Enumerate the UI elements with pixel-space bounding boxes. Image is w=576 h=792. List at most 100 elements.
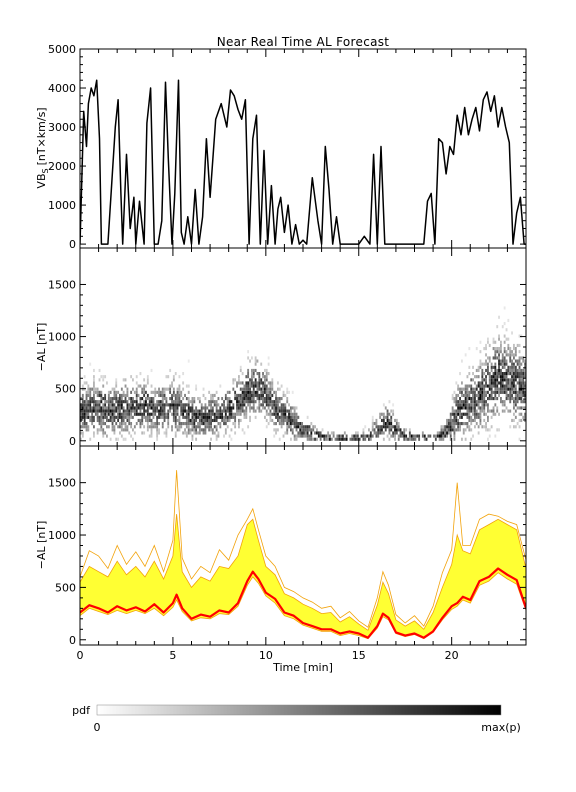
pdf-cell	[202, 415, 205, 419]
pdf-cell	[373, 428, 376, 432]
pdf-cell	[475, 403, 478, 407]
pdf-cell	[492, 378, 495, 382]
pdf-cell	[93, 387, 95, 391]
pdf-cell	[505, 393, 508, 398]
pdf-cell	[290, 422, 292, 426]
pdf-cell	[249, 418, 251, 423]
pdf-cell	[260, 397, 263, 401]
pdf-cell	[113, 403, 116, 407]
pdf-cell	[210, 412, 212, 416]
pdf-cell	[466, 375, 469, 379]
pdf-cell	[397, 437, 400, 441]
pdf-cell	[275, 409, 277, 413]
pdf-cell	[172, 375, 175, 379]
pdf-cell	[303, 434, 305, 438]
pdf-cell	[451, 428, 454, 432]
pdf-cell	[172, 406, 175, 410]
pdf-cell	[501, 384, 504, 388]
pdf-cell	[211, 428, 214, 432]
pdf-cell	[109, 406, 112, 410]
pdf-cell	[514, 350, 517, 354]
pdf-cell	[122, 409, 125, 413]
pdf-cell	[117, 400, 120, 404]
pdf-cell	[479, 350, 482, 354]
pdf-cell	[107, 406, 110, 410]
pdf-cell	[503, 347, 506, 351]
pdf-cell	[327, 434, 330, 438]
pdf-cell	[219, 406, 222, 410]
pdf-cell	[174, 431, 177, 435]
pdf-cell	[96, 387, 99, 391]
pdf-cell	[251, 384, 253, 388]
pdf-cell	[455, 403, 458, 407]
pdf-cell	[282, 390, 285, 394]
pdf-cell	[180, 403, 183, 407]
pdf-cell	[122, 400, 125, 404]
pdf-cell	[171, 406, 173, 410]
pdf-cell	[503, 365, 506, 369]
pdf-cell	[288, 409, 290, 413]
pdf-cell	[210, 393, 212, 398]
pdf-cell	[481, 403, 484, 407]
pdf-cell	[481, 375, 484, 379]
pdf-cell	[135, 400, 138, 404]
pdf-cell	[511, 384, 513, 388]
pdf-cell	[115, 384, 118, 388]
pdf-cell	[223, 434, 225, 438]
pdf-cell	[461, 406, 463, 410]
pdf-cell	[498, 347, 500, 351]
pdf-cell	[505, 350, 508, 354]
pdf-cell	[494, 403, 497, 407]
pdf-cell	[238, 400, 240, 404]
pdf-cell	[477, 431, 480, 435]
pdf-cell	[185, 403, 188, 407]
pdf-cell	[91, 400, 94, 404]
pdf-cell	[394, 418, 396, 423]
pdf-cell	[219, 425, 222, 429]
pdf-cell	[81, 431, 84, 435]
pdf-cell	[111, 403, 114, 407]
pdf-cell	[474, 375, 476, 379]
pdf-cell	[472, 365, 474, 369]
pdf-cell	[156, 409, 159, 413]
pdf-cell	[247, 387, 250, 391]
pdf-cell	[113, 390, 116, 394]
pdf-cell	[211, 418, 214, 423]
pdf-cell	[459, 409, 461, 413]
pdf-cell	[371, 418, 374, 423]
pdf-cell	[124, 425, 127, 429]
pdf-cell	[85, 403, 88, 407]
pdf-cell	[174, 412, 177, 416]
pdf-cell	[487, 415, 489, 419]
pdf-cell	[169, 384, 172, 388]
pdf-cell	[135, 381, 138, 385]
pdf-cell	[143, 390, 146, 394]
pdf-cell	[492, 412, 495, 416]
pdf-cell	[299, 422, 302, 426]
pdf-cell	[217, 431, 220, 435]
pdf-cell	[319, 434, 322, 438]
pdf-cell	[111, 412, 114, 416]
pdf-cell	[470, 400, 473, 404]
pdf-cell	[146, 415, 149, 419]
pdf-cell	[423, 434, 426, 438]
pdf-cell	[477, 393, 480, 398]
pdf-cell	[106, 400, 108, 404]
pdf-cell	[466, 384, 469, 388]
pdf-cell	[189, 422, 192, 426]
pdf-cell	[165, 400, 168, 404]
pdf-cell	[468, 403, 471, 407]
pdf-cell	[524, 362, 526, 366]
pdf-cell	[236, 400, 238, 404]
pdf-cell	[133, 431, 136, 435]
pdf-cell	[150, 368, 153, 373]
pdf-cell	[453, 418, 456, 423]
pdf-cell	[342, 434, 344, 438]
pdf-cell	[172, 409, 175, 413]
pdf-cell	[293, 406, 296, 410]
pdf-cell	[485, 378, 487, 382]
pdf-cell	[252, 390, 255, 394]
pdf-cell	[524, 406, 526, 410]
pdf-cell	[375, 425, 378, 429]
pdf-cell	[247, 381, 250, 385]
